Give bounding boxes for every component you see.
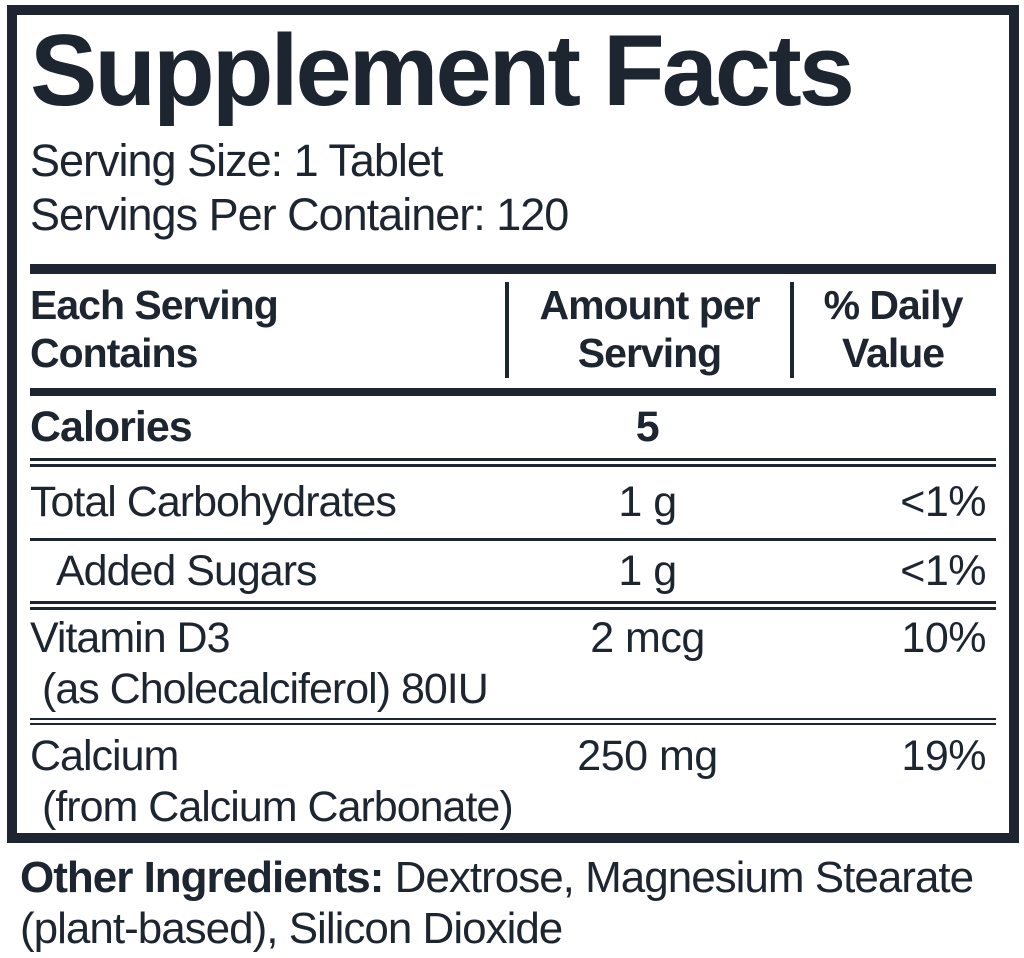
- row-carbs-dv: <1%: [900, 477, 986, 526]
- serving-info: Serving Size: 1 Tablet Servings Per Cont…: [30, 134, 996, 242]
- row-calories-name: Calories: [30, 402, 193, 451]
- row-calcium-subtext: (from Calcium Carbonate): [42, 783, 514, 832]
- row-calcium-dv: 19%: [901, 732, 986, 781]
- header-each-serving-contains: Each Serving Contains: [30, 282, 505, 378]
- row-calcium-amount: 250 mg: [577, 732, 718, 781]
- header-amount-per-serving: Amount per Serving: [505, 282, 790, 378]
- calories-bottom-rule: [30, 457, 996, 467]
- row-carbs-amount: 1 g: [618, 477, 677, 526]
- row-vitd-name: Vitamin D3: [30, 613, 231, 662]
- facts-panel-content: Supplement Facts Serving Size: 1 Tablet …: [17, 15, 1009, 833]
- header-col3-line1: % Daily: [823, 282, 964, 328]
- other-ingredients: Other Ingredients: Dextrose, Magnesium S…: [20, 852, 1005, 955]
- table-row-calories: Calories 5: [30, 396, 996, 458]
- servings-per-container-text: Servings Per Container: 120: [30, 189, 569, 240]
- header-col2-line2: Serving: [577, 329, 722, 376]
- header-bottom-rule: [30, 387, 996, 396]
- row-carbs-name: Total Carbohydrates: [30, 477, 397, 526]
- row-vitd-amount: 2 mcg: [590, 613, 705, 662]
- row-calories-amount: 5: [635, 402, 660, 451]
- table-row-total-carbohydrates: Total Carbohydrates 1 g <1%: [30, 467, 996, 538]
- vitd-bottom-rule: [30, 718, 996, 726]
- row-sugars-amount: 1 g: [618, 546, 677, 595]
- serving-size-text: Serving Size: 1 Tablet: [30, 135, 443, 186]
- table-row-vitamin-d3: Vitamin D3 2 mcg 10% (as Cholecalciferol…: [30, 610, 996, 718]
- other-ingredients-text: Dextrose, Magnesium Stearate (plant-base…: [20, 853, 974, 954]
- row-calcium-name: Calcium: [30, 732, 179, 781]
- header-col1-line2: Contains: [30, 329, 198, 376]
- facts-panel: Supplement Facts Serving Size: 1 Tablet …: [7, 5, 1019, 843]
- other-ingredients-label: Other Ingredients:: [20, 853, 384, 902]
- header-col1-line1: Each Serving: [30, 282, 279, 328]
- table-row-added-sugars: Added Sugars 1 g <1%: [30, 541, 996, 601]
- header-percent-daily-value: % Daily Value: [790, 282, 996, 378]
- table-header-row: Each Serving Contains Amount per Serving…: [30, 274, 996, 388]
- sugars-bottom-rule: [30, 600, 996, 610]
- carbs-bottom-rule: [30, 537, 996, 541]
- row-vitd-subtext: (as Cholecalciferol) 80IU: [42, 664, 489, 713]
- header-col2-line1: Amount per: [539, 282, 760, 328]
- row-sugars-dv: <1%: [900, 546, 986, 595]
- panel-title: Supplement Facts: [30, 15, 855, 127]
- table-row-calcium: Calcium 250 mg 19% (from Calcium Carbona…: [30, 725, 996, 833]
- table-top-rule: [30, 264, 996, 274]
- row-sugars-name: Added Sugars: [56, 546, 318, 595]
- header-col3-line2: Value: [841, 329, 945, 376]
- row-vitd-dv: 10%: [901, 613, 986, 662]
